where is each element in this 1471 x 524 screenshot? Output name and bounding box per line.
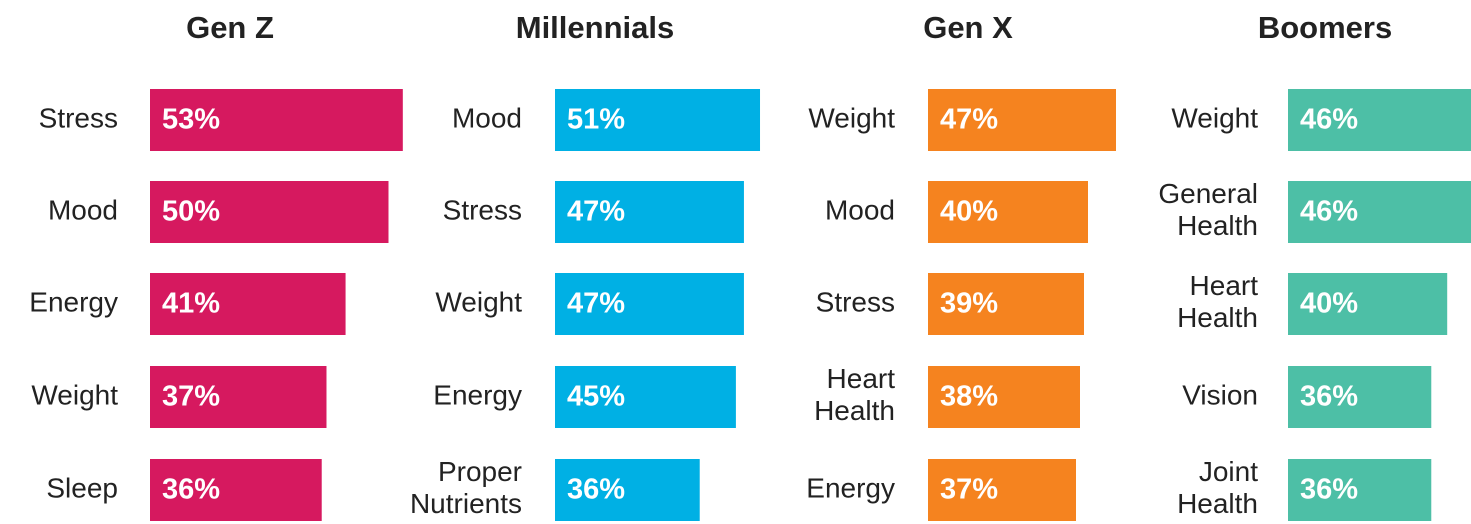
value-label: 36% [567, 474, 625, 506]
value-label: 40% [940, 196, 998, 228]
category-label: Heart Health [1177, 270, 1258, 333]
category-label: Weight [1171, 102, 1258, 133]
category-label: Heart Health [814, 363, 895, 426]
value-label: 47% [567, 288, 625, 320]
bar [928, 459, 1076, 521]
category-label: Stress [39, 102, 118, 133]
category-label: General Health [1158, 178, 1258, 241]
bar [150, 459, 322, 521]
bar [555, 181, 744, 243]
value-label: 39% [940, 288, 998, 320]
category-label: Sleep [46, 472, 118, 503]
value-label: 36% [1300, 474, 1358, 506]
value-label: 51% [567, 104, 625, 136]
bar [1288, 89, 1471, 151]
panel-title: Gen Z [186, 10, 274, 45]
category-label: Mood [48, 194, 118, 225]
value-label: 40% [1300, 288, 1358, 320]
value-label: 37% [162, 381, 220, 413]
value-label: 47% [567, 196, 625, 228]
category-label: Joint Health [1177, 456, 1258, 519]
panel-title: Gen X [923, 10, 1013, 45]
value-label: 36% [1300, 381, 1358, 413]
bar [928, 273, 1084, 335]
bar [555, 366, 736, 428]
value-label: 38% [940, 381, 998, 413]
value-label: 36% [162, 474, 220, 506]
bar [555, 459, 700, 521]
value-label: 46% [1300, 104, 1358, 136]
value-label: 46% [1300, 196, 1358, 228]
bar [1288, 273, 1448, 335]
bar [1288, 181, 1471, 243]
panel-title: Millennials [516, 10, 674, 45]
value-label: 41% [162, 288, 220, 320]
category-label: Energy [29, 286, 118, 317]
value-label: 53% [162, 104, 220, 136]
panel-title: Boomers [1258, 10, 1392, 45]
value-label: 37% [940, 474, 998, 506]
category-label: Stress [443, 194, 522, 225]
category-label: Energy [433, 379, 522, 410]
bar [150, 89, 403, 151]
category-label: Energy [806, 472, 895, 503]
bar [1288, 459, 1432, 521]
bar [150, 181, 389, 243]
category-label: Stress [816, 286, 895, 317]
category-label: Weight [31, 379, 118, 410]
category-label: Mood [452, 102, 522, 133]
bar [555, 89, 761, 151]
bar [928, 89, 1116, 151]
category-label: Proper Nutrients [410, 456, 522, 519]
bar [1288, 366, 1432, 428]
bar [150, 273, 346, 335]
category-label: Vision [1182, 379, 1258, 410]
category-label: Weight [435, 286, 522, 317]
category-label: Mood [825, 194, 895, 225]
bar [555, 273, 744, 335]
bar [928, 181, 1088, 243]
value-label: 45% [567, 381, 625, 413]
value-label: 47% [940, 104, 998, 136]
value-label: 50% [162, 196, 220, 228]
bar [150, 366, 327, 428]
bar [928, 366, 1080, 428]
category-label: Weight [808, 102, 895, 133]
